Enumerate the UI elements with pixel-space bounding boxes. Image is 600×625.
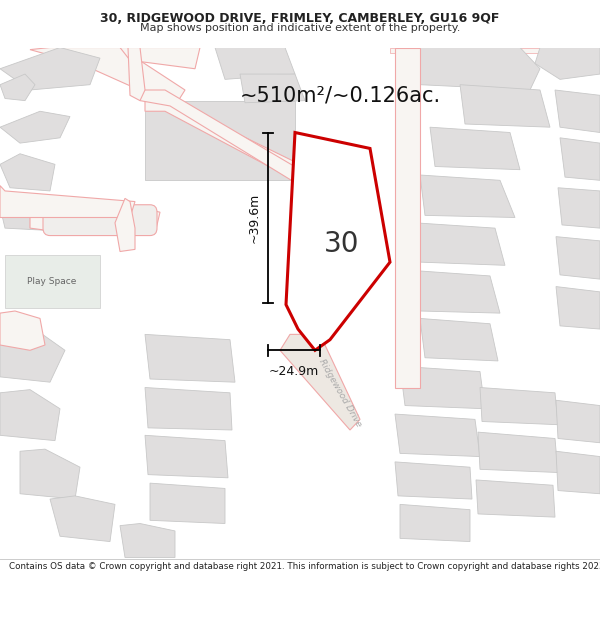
Text: Play Space: Play Space [28, 277, 77, 286]
Polygon shape [0, 111, 70, 143]
Polygon shape [280, 334, 360, 430]
Polygon shape [30, 201, 160, 233]
Polygon shape [20, 449, 80, 499]
Polygon shape [558, 188, 600, 228]
Polygon shape [400, 48, 540, 90]
Polygon shape [460, 84, 550, 127]
Polygon shape [145, 101, 300, 180]
Polygon shape [556, 451, 600, 494]
Polygon shape [0, 74, 35, 101]
Polygon shape [0, 329, 65, 382]
Polygon shape [140, 90, 300, 186]
Text: 30: 30 [324, 230, 360, 258]
Polygon shape [128, 48, 145, 101]
Polygon shape [430, 127, 520, 169]
Text: ~39.6m: ~39.6m [248, 192, 260, 242]
Polygon shape [5, 255, 100, 308]
Polygon shape [0, 186, 135, 218]
Text: Contains OS data © Crown copyright and database right 2021. This information is : Contains OS data © Crown copyright and d… [9, 562, 600, 571]
Polygon shape [240, 74, 305, 102]
Polygon shape [556, 237, 600, 279]
Polygon shape [395, 462, 472, 499]
Polygon shape [50, 496, 115, 541]
Polygon shape [115, 198, 135, 251]
Polygon shape [0, 311, 45, 350]
Polygon shape [560, 138, 600, 180]
Polygon shape [120, 48, 200, 69]
Polygon shape [400, 504, 470, 541]
Polygon shape [395, 414, 480, 456]
Polygon shape [145, 435, 228, 478]
Polygon shape [480, 388, 558, 425]
Polygon shape [150, 483, 225, 524]
Polygon shape [415, 271, 500, 313]
Polygon shape [145, 334, 235, 382]
Polygon shape [478, 432, 558, 472]
Polygon shape [555, 90, 600, 132]
Polygon shape [556, 400, 600, 442]
Polygon shape [0, 48, 100, 90]
Polygon shape [0, 196, 50, 230]
Polygon shape [535, 48, 600, 79]
Polygon shape [476, 480, 555, 517]
Polygon shape [0, 389, 60, 441]
Polygon shape [400, 366, 485, 409]
Polygon shape [30, 48, 185, 106]
Polygon shape [286, 132, 390, 350]
Text: ~510m²/~0.126ac.: ~510m²/~0.126ac. [239, 85, 440, 105]
Polygon shape [120, 524, 175, 558]
Text: 30, RIDGEWOOD DRIVE, FRIMLEY, CAMBERLEY, GU16 9QF: 30, RIDGEWOOD DRIVE, FRIMLEY, CAMBERLEY,… [100, 12, 500, 25]
Polygon shape [420, 175, 515, 218]
Polygon shape [390, 48, 600, 53]
Polygon shape [556, 286, 600, 329]
Polygon shape [395, 48, 420, 388]
Polygon shape [215, 48, 295, 79]
Polygon shape [0, 154, 55, 191]
Text: Map shows position and indicative extent of the property.: Map shows position and indicative extent… [140, 23, 460, 33]
Polygon shape [145, 388, 232, 430]
FancyBboxPatch shape [43, 205, 157, 236]
Polygon shape [415, 222, 505, 265]
Polygon shape [420, 318, 498, 361]
Text: Ridgewood Drive: Ridgewood Drive [317, 357, 363, 428]
Text: ~24.9m: ~24.9m [269, 365, 319, 378]
Polygon shape [145, 101, 295, 180]
